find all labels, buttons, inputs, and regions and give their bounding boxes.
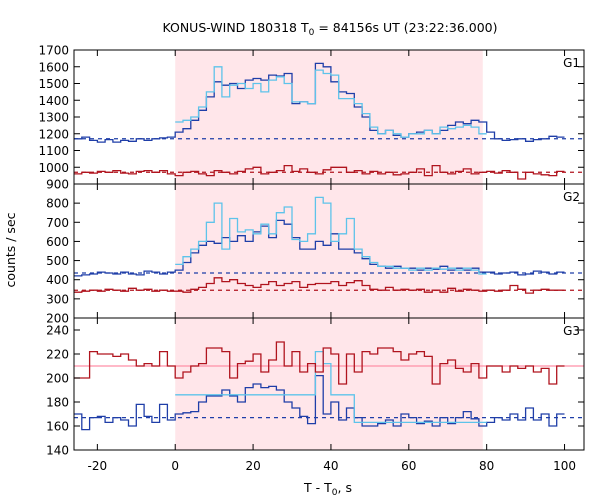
light-curve-blue: [74, 62, 565, 143]
panel-label: G1: [563, 56, 580, 70]
panel-label: G2: [563, 190, 580, 204]
light-curve-lightblue: [175, 196, 487, 275]
burst-interval-shade: [175, 50, 483, 184]
burst-interval-shade: [175, 184, 483, 318]
y-tick-label: 1200: [38, 127, 69, 141]
y-tick-label: 240: [46, 324, 69, 338]
x-tick-label: 20: [245, 459, 260, 473]
y-tick-label: 1600: [38, 60, 69, 74]
y-tick-label: 1500: [38, 77, 69, 91]
y-tick-label: 500: [46, 254, 69, 268]
light-curve-lightblue: [175, 350, 487, 424]
panel-label: G3: [563, 324, 580, 338]
chart-title: KONUS-WIND 180318 T0 = 84156s UT (23:22:…: [162, 20, 497, 38]
light-curve-red: [74, 164, 565, 180]
y-tick-label: 160: [46, 420, 69, 434]
y-tick-label: 600: [46, 235, 69, 249]
panel-g1: 900 1000 1100 1200 1300 1400 1500 1600 1700 G1: [38, 44, 585, 192]
panels-group: 900 1000 1100 1200 1300 1400 1500 1600 1700 G1 200…: [38, 44, 585, 458]
x-tick-label: 40: [323, 459, 338, 473]
y-tick-label: 180: [46, 396, 69, 410]
x-tick-labels: -20 0 20 40 60 80 100: [88, 459, 576, 473]
panel-g3: 140 160 180 200 220 240 G3: [46, 317, 585, 458]
y-tick-label: 800: [46, 197, 69, 211]
y-tick-label: 140: [46, 444, 69, 458]
burst-interval-shade: [175, 318, 483, 450]
y-tick-label: 400: [46, 273, 69, 287]
panel-g2: 200 300 400 500 600 700 800 G2: [46, 183, 585, 326]
y-tick-label: 1700: [38, 44, 69, 58]
y-axis-label: counts / sec: [3, 212, 18, 287]
y-tick-label: 200: [46, 312, 69, 326]
panel-frame: [73, 317, 585, 451]
y-tick-label: 1300: [38, 111, 69, 125]
y-tick-label: 900: [46, 178, 69, 192]
x-tick-label: -20: [88, 459, 108, 473]
x-axis-label: T - T0, s: [303, 480, 352, 498]
y-tick-label: 700: [46, 216, 69, 230]
y-tick-label: 200: [46, 372, 69, 386]
light-curve-red: [74, 341, 565, 385]
x-tick-label: 60: [401, 459, 416, 473]
y-tick-label: 1000: [38, 161, 69, 175]
light-curve-blue: [74, 374, 565, 431]
x-tick-label: 80: [479, 459, 494, 473]
light-curve-red: [74, 277, 565, 294]
y-tick-label: 300: [46, 292, 69, 306]
y-tick-label: 1100: [38, 144, 69, 158]
y-tick-label: 1400: [38, 94, 69, 108]
x-tick-label: 0: [171, 459, 179, 473]
light-curve-lightblue: [175, 66, 487, 138]
y-tick-label: 220: [46, 348, 69, 362]
x-tick-label: 100: [553, 459, 576, 473]
